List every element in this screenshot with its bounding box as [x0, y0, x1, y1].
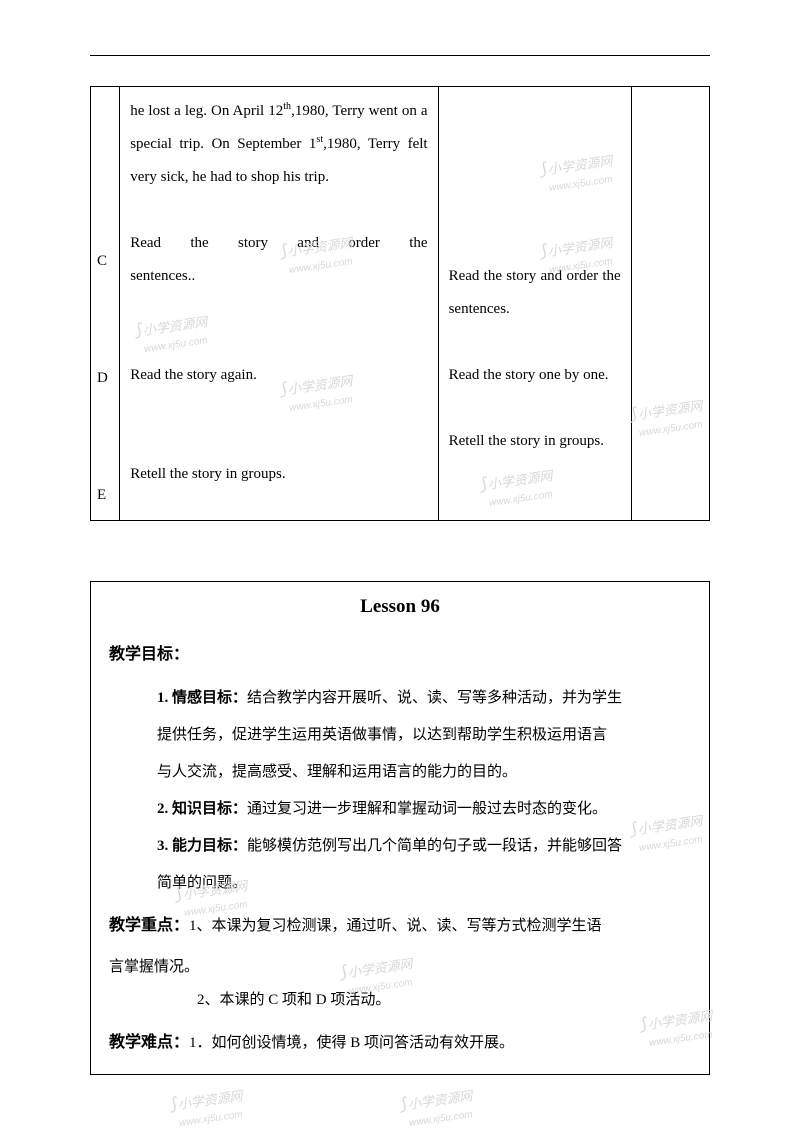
- goal2-label: 知识目标：: [172, 801, 247, 817]
- goal-1: 1. 情感目标：结合教学内容开展听、说、读、写等多种活动，并为学生: [157, 682, 691, 715]
- goal-3: 3. 能力目标：能够模仿范例写出几个简单的句子或一段话，并能够回答: [157, 830, 691, 863]
- focus-label: 教学重点：: [109, 917, 189, 934]
- goal-2: 2. 知识目标：通过复习进一步理解和掌握动词一般过去时态的变化。: [157, 793, 691, 826]
- goal3-label: 能力目标：: [172, 838, 247, 854]
- goal1-text1: 结合教学内容开展听、说、读、写等多种活动，并为学生: [247, 690, 622, 706]
- diff-text: 1．如何创设情境，使得 B 项问答活动有效开展。: [189, 1035, 514, 1051]
- goal1-cont2: 与人交流，提高感受、理解和运用语言的能力的目的。: [157, 756, 691, 789]
- student-c: Read the story and order the sentences.: [449, 260, 621, 326]
- goals-heading: 教学目标：: [109, 640, 691, 664]
- watermark: ⟆小学资源网 www.xj5u.com: [398, 1085, 476, 1130]
- goal2-num: 2.: [157, 801, 168, 817]
- goal1-num: 1.: [157, 690, 168, 706]
- col-empty: [631, 87, 709, 521]
- focus-line-3: 2、本课的 C 项和 D 项活动。: [109, 984, 691, 1017]
- e-activity: Retell the story in groups.: [130, 458, 427, 491]
- table-row: C D E he lost a leg. On April 12th,1980,…: [91, 87, 710, 521]
- letter-e: E: [97, 479, 113, 512]
- goals-list: 1. 情感目标：结合教学内容开展听、说、读、写等多种活动，并为学生 提供任务，促…: [109, 682, 691, 900]
- focus-text1: 1、本课为复习检测课，通过听、说、读、写等方式检测学生语: [189, 918, 602, 934]
- letter-d: D: [97, 362, 113, 395]
- letter-c: C: [97, 245, 113, 278]
- col-letters: C D E: [91, 87, 120, 521]
- goal3-text1: 能够模仿范例写出几个简单的句子或一段话，并能够回答: [247, 838, 622, 854]
- col-student-activity: Read the story and order the sentences. …: [438, 87, 631, 521]
- goal3-num: 3.: [157, 838, 168, 854]
- c-activity: Read the story and order the: [130, 227, 427, 260]
- goal3-cont: 简单的问题。: [157, 867, 691, 900]
- focus-line-2: 言掌握情况。: [109, 951, 691, 984]
- activity-table: C D E he lost a leg. On April 12th,1980,…: [90, 86, 710, 521]
- goal2-text: 通过复习进一步理解和掌握动词一般过去时态的变化。: [247, 801, 607, 817]
- watermark: ⟆小学资源网 www.xj5u.com: [168, 1085, 246, 1130]
- student-d: Read the story one by one.: [449, 359, 621, 392]
- para-intro: he lost a leg. On April 12th,1980, Terry…: [130, 95, 427, 194]
- lesson-title: Lesson 96: [109, 596, 691, 618]
- d-activity: Read the story again.: [130, 359, 427, 392]
- lesson-plan-box: Lesson 96 教学目标： 1. 情感目标：结合教学内容开展听、说、读、写等…: [90, 581, 710, 1075]
- diff-label: 教学难点：: [109, 1034, 189, 1051]
- focus-line-1: 教学重点：1、本课为复习检测课，通过听、说、读、写等方式检测学生语: [109, 908, 691, 943]
- c-activity-2: sentences..: [130, 260, 427, 293]
- goal1-cont1: 提供任务，促进学生运用英语做事情，以达到帮助学生积极运用语言: [157, 719, 691, 752]
- diff-line: 教学难点：1．如何创设情境，使得 B 项问答活动有效开展。: [109, 1025, 691, 1060]
- goal1-label: 情感目标：: [172, 690, 247, 706]
- header-rule: [90, 55, 710, 56]
- col-teacher-activity: he lost a leg. On April 12th,1980, Terry…: [120, 87, 438, 521]
- student-e: Retell the story in groups.: [449, 425, 621, 458]
